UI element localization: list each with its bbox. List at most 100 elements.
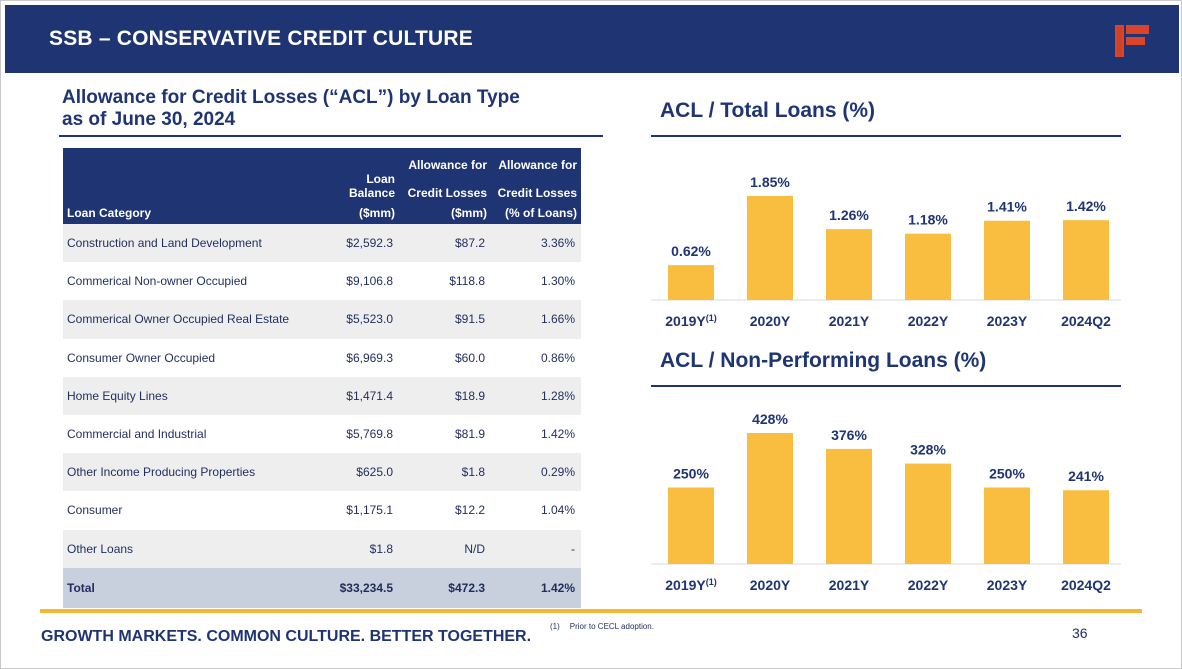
chart-data-label: 250% xyxy=(989,465,1025,481)
chart-bar xyxy=(747,433,793,564)
cell-acl: $118.8 xyxy=(399,262,491,301)
cell-pct: 3.36% xyxy=(491,224,581,263)
acl-by-loan-type-table: Allowance for Allowance for Loan Balance… xyxy=(63,148,581,608)
header-acl-unit: ($mm) xyxy=(399,200,491,224)
tick-label-text: 2023Y xyxy=(987,577,1028,593)
cell-category: Consumer Owner Occupied xyxy=(63,338,315,377)
table-row: Other Income Producing Properties $625.0… xyxy=(63,453,581,492)
chart-tick-label: 2022Y xyxy=(908,577,949,593)
chart-bar xyxy=(984,487,1030,564)
chart-bar xyxy=(984,220,1030,300)
chart-data-label: 1.41% xyxy=(987,199,1027,215)
chart2-title-divider xyxy=(651,385,1121,387)
cell-category: Home Equity Lines xyxy=(63,376,315,415)
cell-total-pct: 1.42% xyxy=(491,567,581,608)
tick-label-text: 2020Y xyxy=(750,577,791,593)
tick-label-text: 2022Y xyxy=(908,577,949,593)
chart-tick-label: 2024Q2 xyxy=(1061,313,1111,329)
table-title-line1: Allowance for Credit Losses (“ACL”) by L… xyxy=(62,87,520,108)
cell-pct: 1.04% xyxy=(491,491,581,530)
tick-label-superscript: (1) xyxy=(706,577,717,587)
header-pct-unit: (% of Loans) xyxy=(491,200,581,224)
cell-balance: $5,769.8 xyxy=(315,414,399,454)
tick-label-text: 2019Y xyxy=(665,313,706,329)
chart-bar xyxy=(668,487,714,564)
cell-acl: N/D xyxy=(399,529,491,568)
chart-bar xyxy=(668,265,714,300)
cell-balance: $6,969.3 xyxy=(315,338,399,377)
table-row: Construction and Land Development $2,592… xyxy=(63,224,581,263)
chart1-title: ACL / Total Loans (%) xyxy=(660,99,876,122)
table-title-line2: as of June 30, 2024 xyxy=(62,109,236,130)
title-divider xyxy=(59,135,603,137)
footnote-text: Prior to CECL adoption. xyxy=(569,622,654,631)
chart-data-label: 1.85% xyxy=(750,174,790,190)
chart2-title: ACL / Non-Performing Loans (%) xyxy=(660,349,987,372)
cell-balance: $5,523.0 xyxy=(315,300,399,339)
chart-bar xyxy=(747,196,793,300)
header-loan-category: Loan Category xyxy=(63,200,315,224)
chart-tick-label: 2021Y xyxy=(829,577,870,593)
slide-title: SSB – CONSERVATIVE CREDIT CULTURE xyxy=(49,27,473,50)
cell-acl: $60.0 xyxy=(399,338,491,377)
footer-tagline: GROWTH MARKETS. COMMON CULTURE. BETTER T… xyxy=(41,628,532,645)
cell-total-label: Total xyxy=(63,567,315,608)
cell-balance: $1,175.1 xyxy=(315,491,399,530)
tick-label-superscript: (1) xyxy=(706,313,717,323)
footnote-marker: (1) xyxy=(550,622,560,631)
cell-category: Commerical Non-owner Occupied xyxy=(63,262,315,301)
cell-acl: $1.8 xyxy=(399,453,491,492)
chart-data-label: 1.18% xyxy=(908,212,948,228)
header-acl-line2: Credit Losses xyxy=(399,172,491,200)
cell-balance: $1,471.4 xyxy=(315,376,399,415)
chart-data-label: 376% xyxy=(831,427,867,443)
chart-tick-label: 2020Y xyxy=(750,313,791,329)
page-number: 36 xyxy=(1072,625,1088,641)
cell-balance: $2,592.3 xyxy=(315,224,399,263)
chart-data-label: 1.26% xyxy=(829,207,869,223)
company-logo-f-icon xyxy=(1115,25,1149,57)
header-acl-line1: Allowance for xyxy=(399,148,491,172)
cell-category: Commercial and Industrial xyxy=(63,414,315,454)
table-total-row: Total $33,234.5 $472.3 1.42% xyxy=(63,567,581,608)
chart-data-label: 428% xyxy=(752,411,788,427)
cell-category: Consumer xyxy=(63,491,315,530)
acl-total-loans-chart: 0.62% 2019Y(1) 1.85% 2020Y 1.26% 2021Y 1.18% 20… xyxy=(651,174,1121,329)
chart-bar xyxy=(826,229,872,300)
header-pct-line2: Credit Losses xyxy=(491,172,581,200)
cell-balance: $1.8 xyxy=(315,529,399,568)
chart-tick-label: 2023Y xyxy=(987,313,1028,329)
chart-data-label: 0.62% xyxy=(671,243,711,259)
chart-bar xyxy=(905,463,951,564)
tick-label-text: 2020Y xyxy=(750,313,791,329)
header-balance-line1: Loan Balance xyxy=(315,172,399,200)
header-bar: SSB – CONSERVATIVE CREDIT CULTURE xyxy=(5,5,1179,73)
table-row: Commerical Non-owner Occupied $9,106.8 $… xyxy=(63,262,581,301)
table-row: Consumer $1,175.1 $12.2 1.04% xyxy=(63,491,581,530)
table-row: Consumer Owner Occupied $6,969.3 $60.0 0… xyxy=(63,338,581,377)
tick-label-text: 2021Y xyxy=(829,313,870,329)
table-row: Home Equity Lines $1,471.4 $18.9 1.28% xyxy=(63,376,581,415)
chart-data-label: 241% xyxy=(1068,468,1104,484)
table-section-title: Allowance for Credit Losses (“ACL”) by L… xyxy=(62,87,542,131)
tick-label-text: 2024Q2 xyxy=(1061,577,1111,593)
chart-data-label: 328% xyxy=(910,442,946,458)
chart-tick-label: 2024Q2 xyxy=(1061,577,1111,593)
chart-tick-label: 2020Y xyxy=(750,577,791,593)
cell-pct: 0.29% xyxy=(491,453,581,492)
cell-pct: 1.30% xyxy=(491,262,581,301)
cell-total-acl: $472.3 xyxy=(399,567,491,608)
cell-pct: 1.42% xyxy=(491,414,581,454)
cell-category: Other Income Producing Properties xyxy=(63,453,315,492)
tick-label-text: 2021Y xyxy=(829,577,870,593)
tick-label-text: 2019Y xyxy=(665,577,706,593)
cell-acl: $91.5 xyxy=(399,300,491,339)
acl-npl-chart: 250% 2019Y(1) 428% 2020Y 376% 2021Y 328% 2022Y 2… xyxy=(651,411,1121,593)
header-pct-line1: Allowance for xyxy=(491,148,581,172)
chart-data-label: 250% xyxy=(673,465,709,481)
cell-acl: $12.2 xyxy=(399,491,491,530)
cell-acl: $87.2 xyxy=(399,224,491,263)
cell-acl: $81.9 xyxy=(399,414,491,454)
chart-tick-label: 2019Y(1) xyxy=(665,577,716,593)
